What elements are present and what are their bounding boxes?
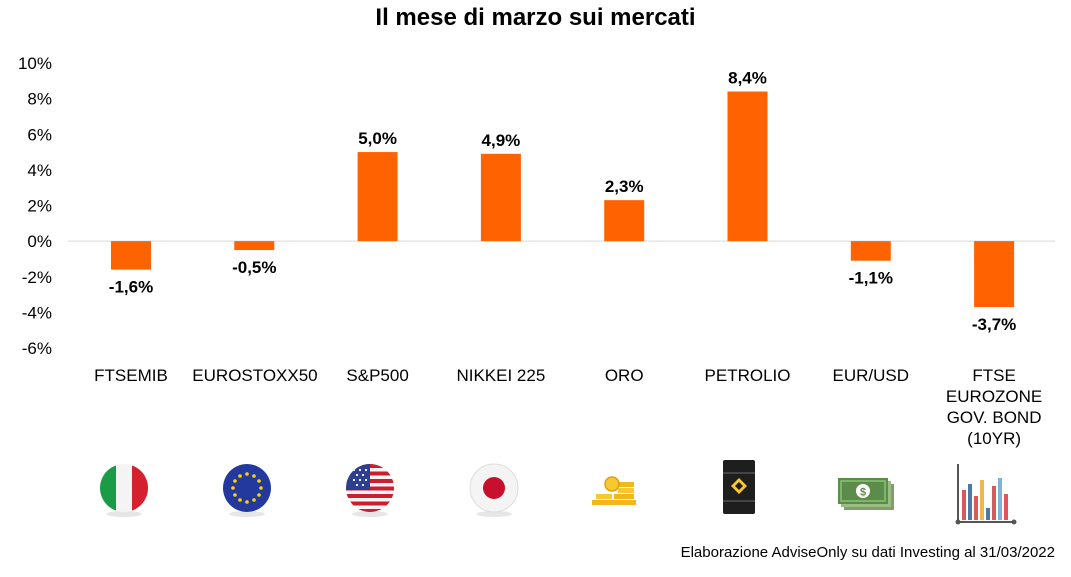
bar xyxy=(480,153,521,242)
data-label: 2,3% xyxy=(605,177,644,196)
x-tick-label: EUROSTOXX50 xyxy=(192,365,318,386)
eu-flag-icon xyxy=(219,456,275,520)
data-label: -0,5% xyxy=(232,258,276,277)
y-tick-label: -4% xyxy=(22,303,52,322)
y-tick-label: 6% xyxy=(27,125,52,144)
y-tick-label: 2% xyxy=(27,197,52,216)
x-tick-label-line: EUR/USD xyxy=(832,366,910,385)
y-tick-label: -6% xyxy=(22,339,52,358)
x-tick-label-line: S&P500 xyxy=(346,366,409,385)
x-tick-label: FTSEMIB xyxy=(69,365,193,386)
japan-flag-icon xyxy=(466,456,522,520)
y-tick-label: 0% xyxy=(27,232,52,251)
x-tick-label-line: GOV. BOND xyxy=(946,408,1042,427)
bar xyxy=(111,241,151,270)
y-tick-label: -2% xyxy=(22,268,52,287)
svg-text:$: $ xyxy=(860,487,866,499)
italy-flag-icon xyxy=(96,456,152,520)
us-flag-icon xyxy=(342,456,398,520)
bond-chart-icon xyxy=(952,460,1017,525)
y-tick-label: 10% xyxy=(18,54,52,73)
data-label: -1,6% xyxy=(109,278,153,297)
data-label: 4,9% xyxy=(482,131,521,150)
data-label: -3,7% xyxy=(972,315,1016,334)
data-label: 5,0% xyxy=(358,129,397,148)
data-label: -1,1% xyxy=(849,269,893,288)
bar xyxy=(727,91,768,242)
x-tick-label-line: EUROZONE xyxy=(945,387,1043,406)
chart-title: Il mese di marzo sui mercati xyxy=(375,4,696,31)
bar xyxy=(974,241,1015,308)
x-tick-label-line: EUROSTOXX50 xyxy=(192,366,318,385)
x-tick-label: PETROLIO xyxy=(686,365,810,386)
x-tick-label: S&P500 xyxy=(316,365,440,386)
banknotes-icon: $ xyxy=(836,456,894,520)
oil-barrel-icon xyxy=(711,456,767,520)
x-tick-label-line: ORO xyxy=(604,366,644,385)
x-tick-label-line: FTSE xyxy=(972,366,1016,385)
x-tick-label: NIKKEI 225 xyxy=(439,365,563,386)
x-tick-label: ORO xyxy=(562,365,686,386)
source-note: Elaborazione AdviseOnly su dati Investin… xyxy=(680,544,1055,561)
bar xyxy=(604,200,645,242)
y-tick-label: 8% xyxy=(27,90,52,109)
gold-coins-icon xyxy=(588,456,644,520)
y-tick-label: 4% xyxy=(27,161,52,180)
bar-chart: 10% 8% 6% 4% 2% 0% -2% -4% -6% -1,6% -0,5% 5,0% 4,9%… xyxy=(18,54,1055,358)
x-tick-label-line: PETROLIO xyxy=(704,366,791,385)
x-tick-label-line: NIKKEI 225 xyxy=(456,366,546,385)
bar xyxy=(234,241,275,251)
x-tick-label: EUR/USD xyxy=(809,365,933,386)
bar xyxy=(357,152,398,242)
data-label: 8,4% xyxy=(728,69,767,88)
x-tick-label: FTSE EUROZONE GOV. BOND (10YR) xyxy=(932,365,1056,449)
bar xyxy=(850,241,891,261)
x-tick-label-line: (10YR) xyxy=(967,429,1022,448)
x-tick-label-line: FTSEMIB xyxy=(94,366,168,385)
